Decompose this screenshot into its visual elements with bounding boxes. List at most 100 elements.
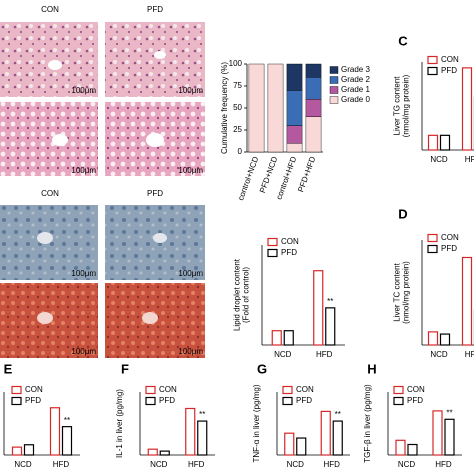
bar [147,448,158,456]
vessel [146,133,164,147]
vessel [142,312,158,324]
y-tick-label: 25 [233,125,242,134]
legend-label: PFD [159,396,175,405]
chart: E NCD ** HFD CON PFD [3,361,80,469]
bar-segment [305,76,322,100]
legend-swatch [329,66,339,74]
bar [283,330,294,346]
y-axis-label: Lipid droplet content [233,258,242,331]
bar [439,134,451,151]
scale-label: 100μm [71,166,96,175]
vessel [37,232,53,244]
bar [49,407,61,456]
micrograph [0,102,98,176]
bar [461,67,473,151]
chart: D Liver TC content(nmol/mg protein) NCD HFD… [393,206,474,359]
x-tick-label: NCD [150,460,168,469]
scale-label: 100μm [178,166,203,175]
scale-label: 100μm [71,347,96,356]
x-tick-label: HFD [465,350,474,359]
bar [185,407,196,456]
chart: G TNF-α in liver (pg/mg) NCD ** HFD CON PFD [252,361,350,469]
bar [461,256,473,346]
y-tick-label: 75 [233,81,242,90]
x-tick-label: NCD [398,460,416,469]
y-axis-label: (nmol/mg protein) [402,261,411,324]
bar [432,410,443,456]
bar [320,410,331,456]
bar [271,330,282,346]
bar [332,420,343,456]
bar-segment [305,63,322,78]
x-tick-label: HFD [465,155,474,164]
bar-segment [286,63,303,91]
scale-label: 100μm [71,86,96,95]
bar [427,331,439,346]
legend-swatch [282,385,293,395]
legend-swatch [329,76,339,84]
bar-segment [267,63,284,153]
column-label: PFD [147,189,163,198]
micrograph [105,22,205,97]
significance: ** [199,410,205,419]
vessel [48,60,62,70]
bar [325,307,336,346]
x-tick-label: NCD [430,155,448,164]
bar [159,450,170,456]
bar-segment [286,125,303,144]
micrographs-top: CON PFD 100μm 100μm 100μm 100μm [0,5,205,176]
x-tick-label: control+HFD [274,155,298,201]
bar [444,418,455,456]
y-axis-label: (Fold of control) [242,267,251,323]
bar [11,446,23,456]
y-axis-label: Liver TC content [393,262,402,321]
chart: Lipid droplet content (Fold of control) NC… [233,237,345,359]
legend-swatch [11,396,22,406]
legend-swatch [11,385,22,395]
y-tick-label: 0 [238,147,243,156]
legend-swatch [427,244,438,254]
bar [23,444,35,456]
y-axis-label: (nmol/mg protein) [402,74,411,137]
legend-label: Grade 1 [341,85,370,94]
legend-swatch [329,86,339,94]
x-tick-label: HFD [53,460,70,469]
x-tick-label: HFD [324,460,341,469]
bar [296,437,307,456]
legend-swatch [393,396,404,406]
legend-label: CON [281,237,299,246]
legend-swatch [267,248,278,258]
bar [313,270,324,346]
legend-swatch [427,55,438,65]
legend-label: PFD [281,248,297,257]
y-axis-label: TNF-α in liver (pg/mg) [252,384,261,462]
chart: Cumulative frequency (%) 0 25 50 75 100 contro… [220,59,370,202]
scale-label: 100μm [178,347,203,356]
bar-segment [305,98,322,117]
vessel [52,134,68,146]
legend-label: Grade 2 [341,75,370,84]
panel-label: C [398,33,408,48]
panel-label: D [398,206,407,221]
bar [395,439,406,456]
bar [427,134,439,151]
chart: C Liver TG content(nmol/mg protein) NCD HFD… [393,33,474,164]
significance: ** [64,416,70,425]
legend-label: PFD [441,244,457,253]
x-tick-label: NCD [274,350,292,359]
column-label: PFD [147,5,163,14]
significance: ** [446,408,452,417]
legend-label: Grade 3 [341,65,370,74]
bar-segment [286,142,303,153]
scale-label: 100μm [178,86,203,95]
x-tick-label: NCD [14,460,32,469]
significance: ** [335,410,341,419]
legend-swatch [267,237,278,247]
legend-label: CON [25,385,43,394]
legend-label: CON [296,385,314,394]
legend-swatch [427,66,438,76]
y-axis-label: Cumulative frequency (%) [220,62,229,154]
legend-label: PFD [296,396,312,405]
x-tick-label: HFD [435,460,452,469]
panel-label: F [121,361,129,376]
